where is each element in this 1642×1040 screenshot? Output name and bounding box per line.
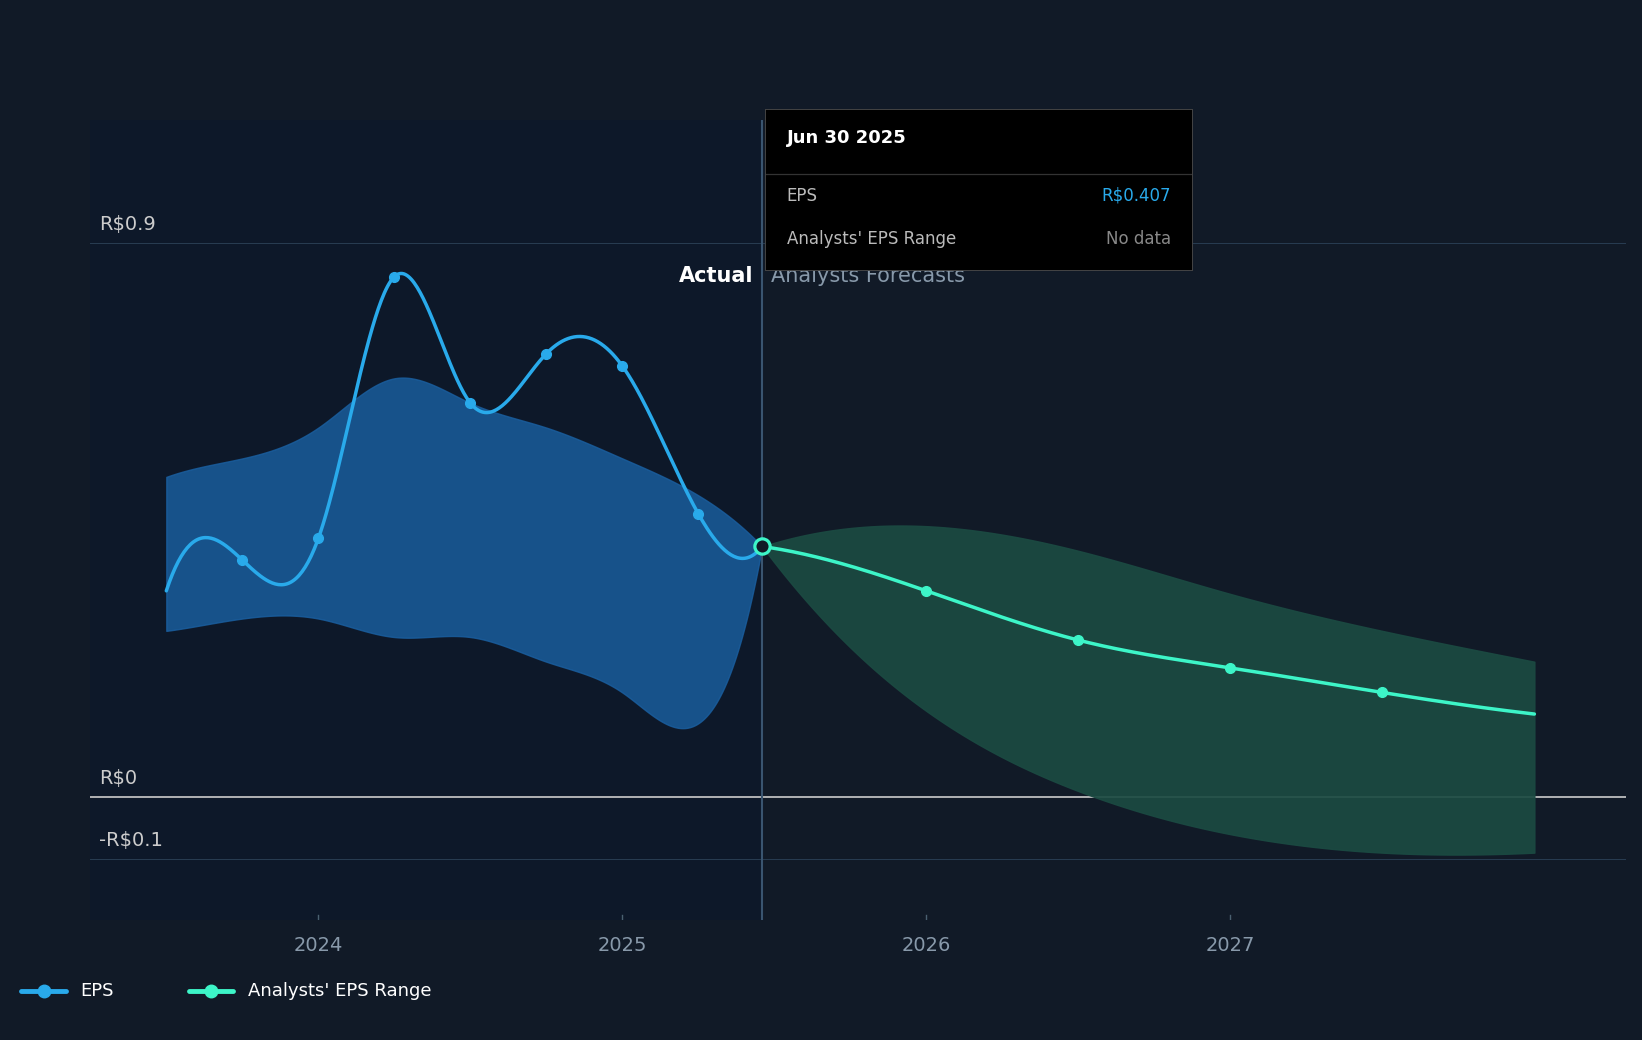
Text: Analysts' EPS Range: Analysts' EPS Range: [248, 982, 432, 999]
Bar: [90, 120, 762, 920]
Text: Actual: Actual: [678, 266, 754, 286]
Text: R$0.407: R$0.407: [1102, 186, 1171, 205]
Text: Analysts' EPS Range: Analysts' EPS Range: [787, 230, 956, 249]
Text: EPS: EPS: [80, 982, 113, 999]
Text: 2025: 2025: [598, 936, 647, 955]
Text: R$0: R$0: [100, 769, 138, 788]
Text: Jun 30 2025: Jun 30 2025: [787, 129, 906, 147]
Text: Analysts Forecasts: Analysts Forecasts: [772, 266, 965, 286]
Text: EPS: EPS: [787, 186, 818, 205]
Text: 2026: 2026: [901, 936, 951, 955]
Text: R$0.9: R$0.9: [100, 214, 156, 234]
Text: 2024: 2024: [294, 936, 343, 955]
Text: No data: No data: [1107, 230, 1171, 249]
Text: -R$0.1: -R$0.1: [100, 831, 163, 850]
Text: 2027: 2027: [1205, 936, 1254, 955]
